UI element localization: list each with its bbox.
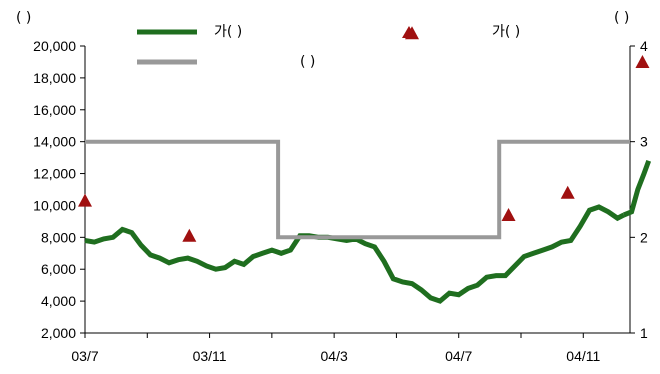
legend-label-price: 가( ) [214,24,242,40]
left-axis-label: ( ) [16,10,31,26]
right-tick-label: 2 [640,229,648,245]
triangle-point [405,26,419,40]
axes: 2,000 4,000 6,000 8,000 10,000 12,000 14,000 16… [33,38,648,364]
marks [78,26,652,304]
right-tick-label: 4 [640,38,648,54]
left-tick-label: 4,000 [41,293,76,309]
step-series-line [85,139,630,240]
price-series-line-1 [622,159,652,218]
triangle-point [182,228,197,242]
left-tick-label: 14,000 [33,134,76,150]
left-tick-label: 6,000 [41,261,76,277]
x-tick-label: 04/11 [566,348,600,364]
x-tick-label: 03/11 [193,348,227,364]
left-tick-label: 20,000 [33,38,76,54]
triangle-point [78,193,92,207]
left-tick-label: 12,000 [33,166,76,182]
price-series-line-0 [84,204,625,304]
right-axis-label: ( ) [614,10,629,26]
triangle-point [635,54,650,68]
right-tick-label: 3 [640,134,648,150]
triangle-point [560,185,575,199]
x-tick-label: 04/3 [321,348,348,364]
legend-label-step: ( ) [300,54,315,70]
left-tick-label: 16,000 [33,102,76,118]
legend: 가( ) ( ) 가( ) [137,24,520,70]
left-tick-label: 18,000 [33,70,76,86]
right-tick-label: 1 [640,325,648,341]
left-tick-label: 10,000 [33,197,76,213]
left-tick-label: 8,000 [41,229,76,245]
x-tick-label: 04/7 [445,348,472,364]
x-tick-label: 03/7 [71,348,98,364]
legend-label-triangle: 가( ) [492,24,520,40]
left-tick-label: 2,000 [41,325,76,341]
triangle-point [501,208,516,222]
